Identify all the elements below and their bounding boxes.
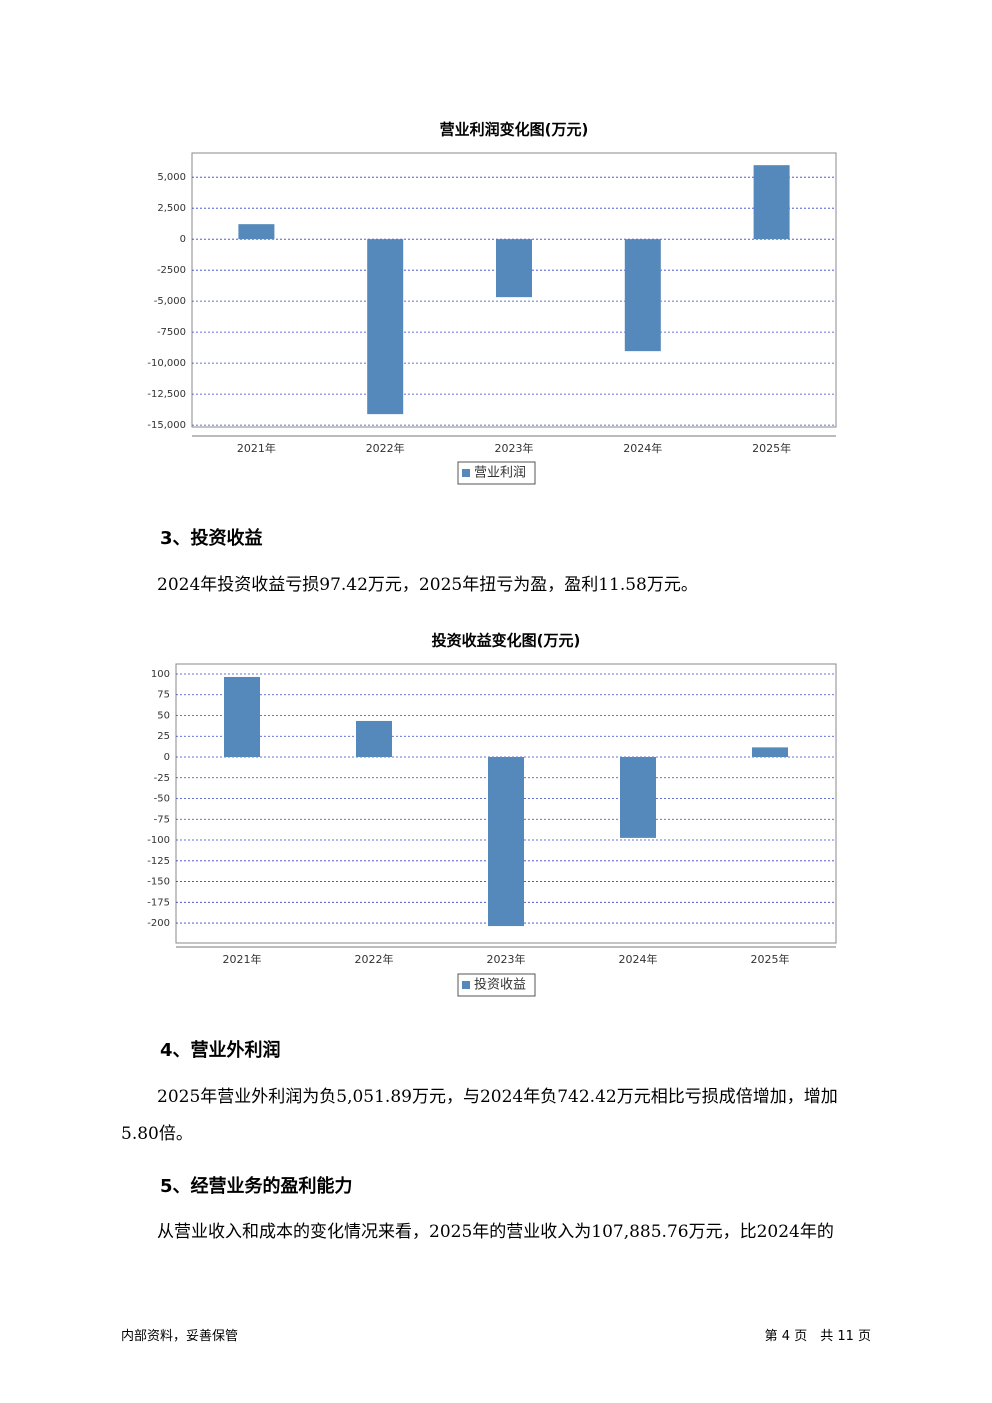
y-tick-label: -10,000 [147,358,186,369]
bar [624,239,661,352]
y-tick-label: 100 [151,669,170,680]
x-tick-label: 2025年 [752,441,791,455]
chart-title: 投资收益变化图(万元) [432,632,581,650]
y-tick-label: 2,500 [157,203,186,214]
bar [356,720,392,757]
y-tick-label: -2500 [157,265,186,276]
legend-box [457,973,536,997]
heading: 3、投资收益 [160,528,263,549]
y-tick-label: -12,500 [147,389,186,400]
bar [367,239,404,415]
legend-swatch [462,981,470,989]
y-tick-label: 0 [164,752,170,763]
y-tick-label: 0 [180,234,186,245]
x-tick-label: 2021年 [223,952,262,966]
y-tick-label: -7500 [157,327,186,338]
legend-swatch [462,469,470,477]
x-tick-label: 2023年 [487,952,526,966]
y-tick-label: -150 [147,877,170,888]
footer-left: 内部资料，妥善保管 [121,1329,239,1344]
bar [620,757,656,838]
legend-label: 投资收益 [474,977,526,993]
x-tick-label: 2022年 [355,952,394,966]
bar [238,224,275,240]
heading: 5、经营业务的盈利能力 [160,1176,353,1197]
footer-right: 第 4 页 共 11 页 [764,1329,871,1344]
y-tick-label: 25 [157,731,170,742]
y-tick-label: -200 [147,918,170,929]
heading: 4、营业外利润 [160,1040,281,1061]
x-tick-label: 2024年 [623,441,662,455]
y-tick-label: -175 [147,897,170,908]
paragraph: 2025年营业外利润为负5,051.89万元，与2024年负742.42万元相比… [121,1087,838,1144]
y-tick-label: 5,000 [157,172,186,183]
x-tick-label: 2023年 [495,441,534,455]
bar [496,239,532,298]
y-tick-label: -5,000 [154,296,186,307]
paragraph: 2024年投资收益亏损97.42万元，2025年扭亏为盈，盈利11.58万元。 [157,575,698,595]
y-tick-label: -25 [154,773,170,784]
legend-label: 营业利润 [474,466,526,481]
bar [752,747,788,757]
bar [753,165,790,240]
bar [488,757,524,927]
paragraph: 从营业收入和成本的变化情况来看，2025年的营业收入为107,885.76万元，… [157,1222,834,1242]
y-tick-label: -100 [147,835,170,846]
x-tick-label: 2021年 [237,441,276,455]
y-tick-label: -15,000 [147,420,186,431]
y-tick-label: -125 [147,856,170,867]
bar [224,676,260,757]
x-tick-label: 2024年 [619,952,658,966]
chart-title: 营业利润变化图(万元) [440,121,589,139]
legend-box [457,461,536,485]
y-tick-label: 50 [157,710,170,721]
y-tick-label: -75 [154,814,170,825]
y-tick-label: -50 [154,794,170,805]
x-tick-label: 2025年 [751,952,790,966]
x-tick-label: 2022年 [366,441,405,455]
y-tick-label: 75 [157,690,170,701]
